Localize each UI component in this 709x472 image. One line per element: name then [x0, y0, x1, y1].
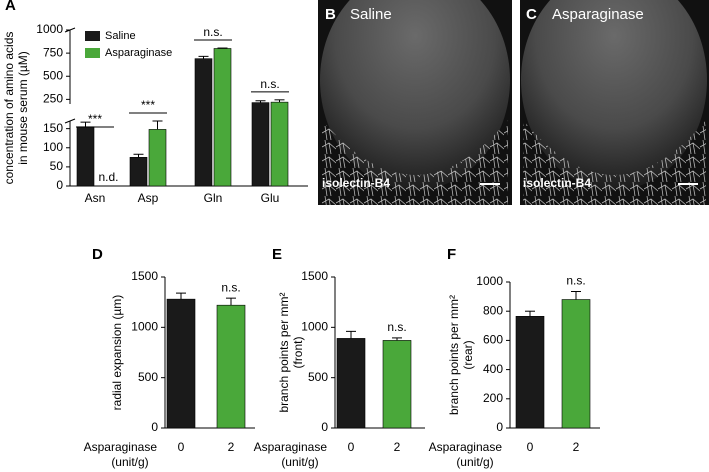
- y-tick-label: 1500: [131, 269, 158, 283]
- x-axis-label: (unit/g): [456, 455, 493, 469]
- bar: [148, 129, 167, 187]
- y-tick-label: 750: [43, 45, 63, 59]
- bar: [194, 58, 213, 187]
- x-axis-label: (unit/g): [111, 455, 148, 469]
- x-axis-label: Asparaginase: [429, 440, 503, 454]
- bar: [216, 304, 246, 429]
- significance-label: n.s.: [203, 25, 222, 39]
- y-tick-label: 600: [483, 333, 503, 347]
- bar: [382, 340, 412, 429]
- y-tick-label: 100: [43, 140, 63, 154]
- bar: [561, 299, 591, 429]
- bar: [129, 157, 148, 187]
- y-tick-label: 500: [43, 68, 63, 82]
- legend-swatch: [85, 31, 100, 41]
- x-axis-label: (unit/g): [281, 455, 318, 469]
- significance-label: n.s.: [387, 320, 406, 334]
- bar: [270, 101, 289, 187]
- x-tick-label: Asn: [85, 191, 106, 205]
- panel-label: F: [447, 246, 456, 263]
- significance-label: n.s.: [221, 280, 240, 294]
- y-axis-label: (rear): [461, 340, 475, 369]
- x-tick-label: Asp: [138, 191, 159, 205]
- y-axis-label: radial expansion (µm): [110, 295, 124, 411]
- y-tick-label: 150: [43, 121, 63, 135]
- y-tick-label: 1500: [301, 269, 328, 283]
- y-tick-label: 0: [56, 178, 63, 192]
- significance-label: ***: [141, 98, 155, 112]
- image-panel-b: B Saline isolectin-B4: [318, 0, 512, 205]
- legend-swatch: [85, 48, 100, 58]
- y-tick-label: 0: [151, 420, 158, 434]
- y-tick-label: 0: [496, 420, 503, 434]
- y-tick-label: 0: [321, 420, 328, 434]
- y-tick-label: 500: [138, 370, 158, 384]
- significance-label: ***: [88, 112, 102, 126]
- y-tick-label: 500: [308, 370, 328, 384]
- y-axis-label: branch points per mm²: [277, 292, 291, 412]
- image-title: Asparaginase: [552, 6, 644, 23]
- y-tick-label: 250: [43, 92, 63, 106]
- x-tick-label: 2: [573, 440, 580, 454]
- legend-label: Saline: [105, 30, 136, 42]
- y-axis-label: branch points per mm²: [447, 295, 461, 415]
- x-tick-label: Glu: [261, 191, 280, 205]
- panel-label: E: [272, 246, 282, 263]
- y-tick-label: 800: [483, 303, 503, 317]
- y-tick-label: 1000: [36, 22, 63, 36]
- panel-label: D: [92, 246, 103, 263]
- bar: [166, 298, 196, 429]
- y-tick-label: 1000: [476, 274, 503, 288]
- x-tick-label: Gln: [204, 191, 223, 205]
- y-axis-label: (front): [291, 336, 305, 368]
- image-caption: isolectin-B4: [322, 176, 390, 190]
- y-tick-label: 50: [50, 159, 64, 173]
- x-axis-label: Asparaginase: [84, 440, 158, 454]
- x-tick-label: 0: [527, 440, 534, 454]
- y-axis-label: concentration of amino acids: [2, 32, 16, 185]
- bar: [251, 102, 270, 187]
- bar: [515, 316, 545, 429]
- value-label: n.d.: [98, 170, 118, 184]
- panel-label: A: [5, 0, 16, 14]
- y-axis-label: in mouse serum (µM): [16, 51, 30, 165]
- axis-break: [64, 118, 76, 124]
- y-tick-label: 400: [483, 362, 503, 376]
- legend-label: Asparaginase: [105, 47, 172, 59]
- y-tick-label: 1000: [301, 320, 328, 334]
- x-tick-label: 0: [178, 440, 185, 454]
- image-title: Saline: [350, 6, 392, 23]
- significance-label: n.s.: [566, 274, 585, 288]
- x-tick-label: 2: [228, 440, 235, 454]
- significance-label: n.s.: [260, 77, 279, 91]
- panel-label: B: [325, 6, 336, 23]
- bar: [213, 48, 232, 187]
- panel-label: C: [526, 6, 537, 23]
- image-caption: isolectin-B4: [523, 176, 591, 190]
- bar: [76, 126, 95, 187]
- y-tick-label: 200: [483, 391, 503, 405]
- image-panel-c: C Asparaginase isolectin-B4: [520, 0, 709, 205]
- x-tick-label: 2: [394, 440, 401, 454]
- bar: [336, 338, 366, 429]
- x-tick-label: 0: [348, 440, 355, 454]
- x-axis-label: Asparaginase: [254, 440, 328, 454]
- y-tick-label: 1000: [131, 320, 158, 334]
